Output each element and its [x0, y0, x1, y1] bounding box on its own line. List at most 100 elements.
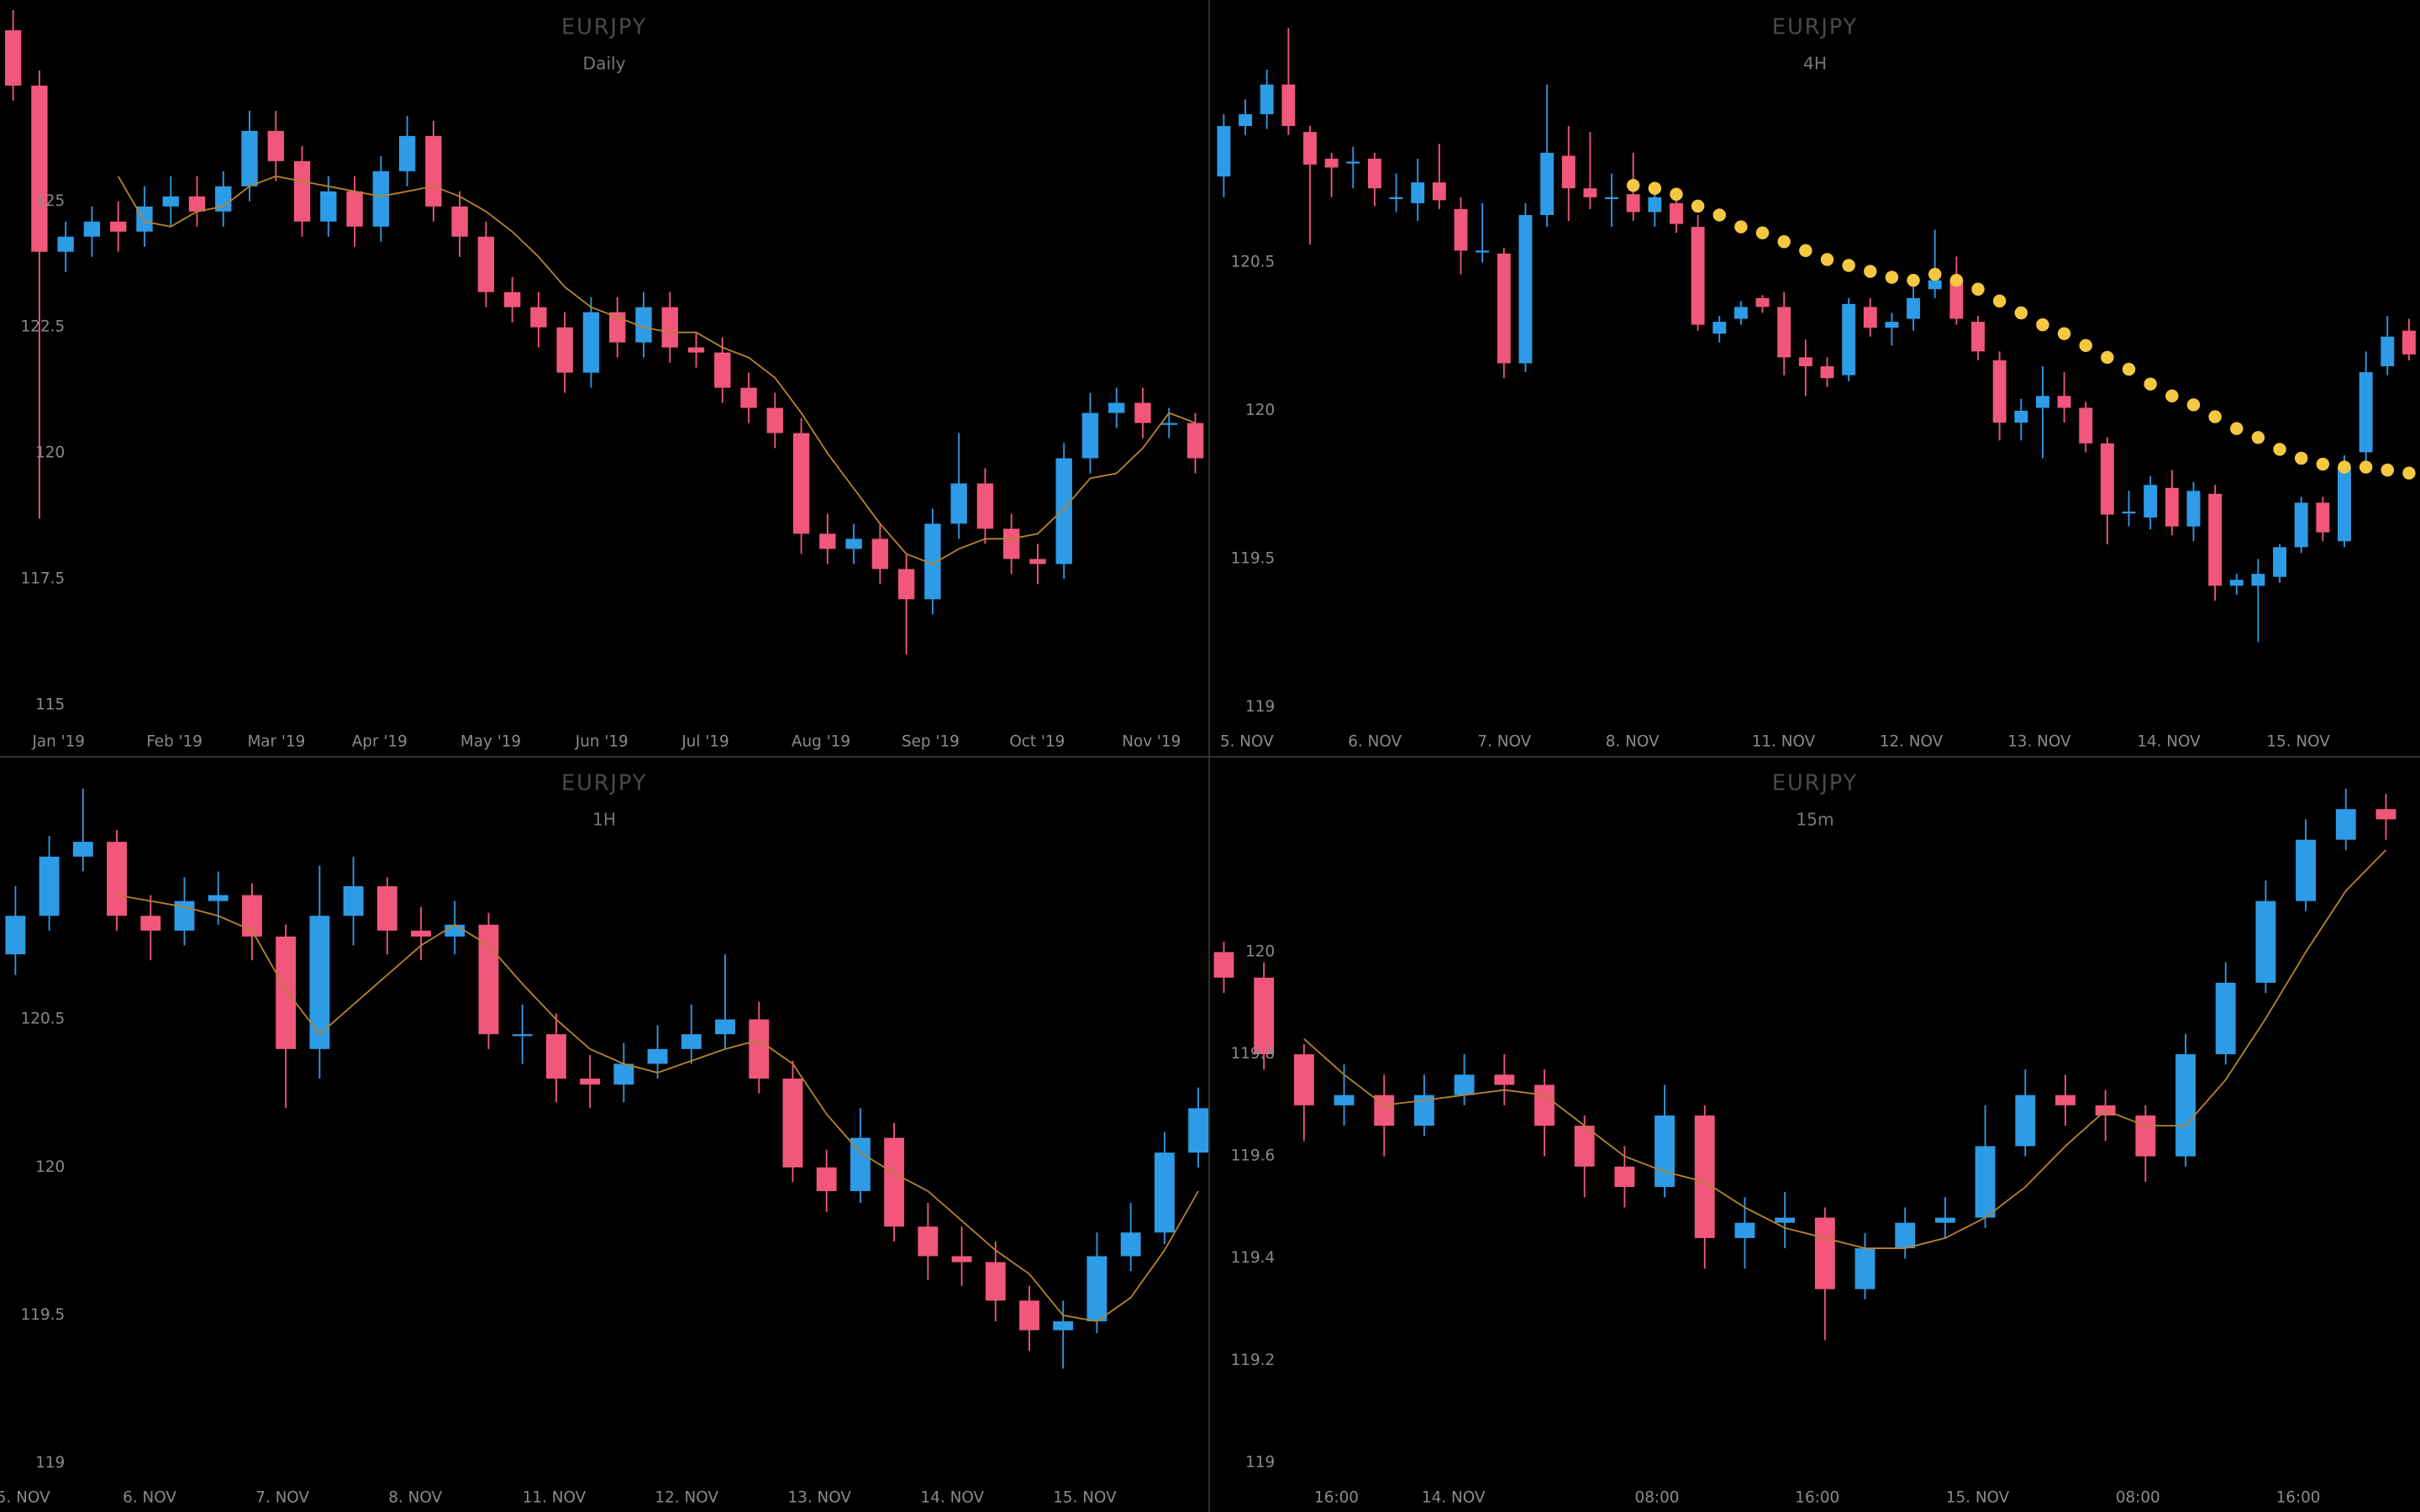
candle-body	[1734, 1222, 1755, 1238]
candle-body	[512, 1034, 533, 1037]
sar-dot	[1799, 244, 1812, 258]
candle-body	[2144, 485, 2158, 518]
y-tick-label: 120.5	[1231, 253, 1276, 270]
candle-body	[782, 1079, 803, 1168]
candle-body	[950, 483, 967, 524]
candle-body	[1648, 197, 1662, 213]
sar-dot	[2251, 431, 2265, 444]
candle-body	[1798, 357, 1812, 367]
candle-body	[749, 1019, 770, 1079]
x-tick-label: 6. NOV	[1348, 732, 1402, 750]
candle-body	[792, 433, 810, 534]
x-tick-label: 14. NOV	[921, 1488, 985, 1506]
candle-body	[188, 196, 206, 212]
sar-dot	[1626, 178, 1640, 192]
candle-body	[556, 327, 573, 373]
candle-body	[1842, 303, 1856, 375]
sar-dot	[2057, 327, 2071, 340]
x-tick-label: 14. NOV	[1422, 1488, 1486, 1506]
candle-body	[5, 916, 26, 955]
candle-body	[1260, 84, 1274, 114]
x-tick-label: 08:00	[1635, 1488, 1680, 1506]
candle-body	[1863, 307, 1877, 328]
candle-body	[884, 1137, 905, 1227]
x-tick-label: 6. NOV	[123, 1488, 176, 1506]
candle-body	[1160, 423, 1177, 425]
sar-dot	[2273, 443, 2286, 456]
candle-body	[985, 1262, 1006, 1301]
candle-body	[57, 236, 74, 252]
x-tick-label: Sep '19	[902, 732, 960, 750]
candle-body	[1019, 1300, 1039, 1331]
sar-dot	[2122, 362, 2136, 376]
sar-dot	[1971, 282, 1985, 296]
candle-body	[1561, 155, 1576, 189]
candle-body	[2175, 1054, 2196, 1157]
sar-dot	[1885, 270, 1899, 284]
candle-body	[2165, 487, 2179, 527]
x-tick-label: 13. NOV	[787, 1488, 851, 1506]
sar-dot	[1992, 294, 2007, 308]
y-tick-label: 119.6	[1231, 1147, 1276, 1165]
candle-body	[1540, 152, 1555, 215]
candle-body	[850, 1137, 871, 1191]
candle-body	[215, 186, 232, 212]
candle-body	[1497, 253, 1511, 364]
candle-body	[1389, 197, 1403, 199]
candle-body	[241, 130, 258, 186]
candle-body	[2229, 580, 2244, 586]
x-tick-label: 12. NOV	[655, 1488, 718, 1506]
candle-body	[1293, 1054, 1314, 1105]
candle-body	[740, 387, 757, 408]
x-tick-label: Jan '19	[31, 732, 85, 750]
candle-body	[1614, 1166, 1635, 1188]
candle-body	[2100, 443, 2114, 515]
sar-dot	[1949, 273, 1964, 287]
candle-body	[816, 1167, 837, 1191]
candle-body	[2057, 396, 2071, 408]
x-tick-label: 8. NOV	[1606, 732, 1660, 750]
candle-body	[2255, 900, 2276, 983]
candle-body	[477, 236, 495, 292]
pane-title: EURJPY	[1772, 771, 1858, 796]
candle-body	[372, 171, 390, 227]
candle-body	[4, 29, 22, 86]
moving-average	[116, 894, 1199, 1322]
candle-body	[766, 407, 783, 433]
x-tick-label: 16:00	[1795, 1488, 1839, 1506]
candle-body	[714, 352, 731, 388]
candle-body	[1907, 297, 1921, 319]
sar-dot	[1907, 273, 1920, 287]
candle-body	[1518, 214, 1533, 364]
candle-body	[2135, 1115, 2156, 1157]
candle-body	[1086, 1256, 1107, 1321]
candle-body	[1733, 307, 1748, 319]
candle-body	[1626, 194, 1640, 213]
sar-dot	[1691, 199, 1705, 213]
candle-body	[1346, 161, 1360, 164]
y-tick-label: 119.4	[1231, 1249, 1276, 1267]
x-tick-label: 16:00	[1314, 1488, 1359, 1506]
candle-body	[1081, 412, 1099, 459]
candle-body	[376, 886, 397, 931]
candle-body	[1494, 1074, 1515, 1085]
candle-body	[2015, 1095, 2036, 1147]
moving-average	[1303, 849, 2387, 1249]
x-tick-label: 15. NOV	[1053, 1488, 1117, 1506]
candle-body	[346, 191, 363, 227]
candle-body	[83, 221, 101, 237]
x-tick-label: 08:00	[2116, 1488, 2160, 1506]
candle-body	[503, 291, 521, 307]
candle-body	[1154, 1152, 1175, 1233]
x-tick-label: Oct '19	[1009, 732, 1065, 750]
sar-dot	[2230, 422, 2244, 435]
candle-body	[276, 936, 297, 1049]
candle-body	[1885, 322, 1899, 328]
sar-dot	[2165, 389, 2179, 403]
candle-body	[2273, 547, 2286, 577]
candle-body	[635, 307, 652, 343]
candle-body	[2338, 467, 2351, 542]
candle-body	[2375, 809, 2396, 820]
y-tick-label: 120	[35, 1158, 65, 1176]
